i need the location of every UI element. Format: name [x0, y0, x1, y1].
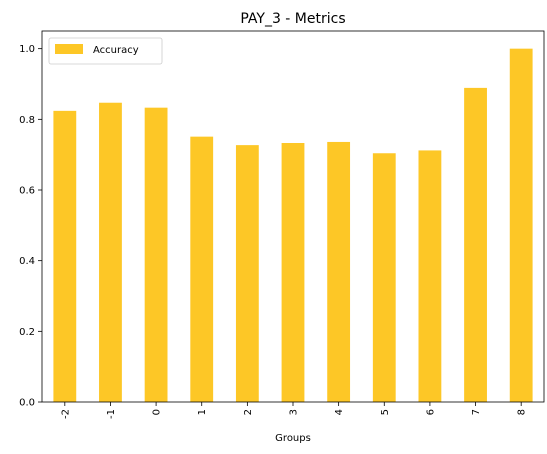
- bar--2: [53, 110, 77, 402]
- bar-6: [418, 150, 442, 402]
- y-tick-label: 1.0: [19, 44, 35, 55]
- x-tick-label: -2: [60, 409, 71, 419]
- legend: Accuracy: [48, 37, 163, 65]
- chart-title: PAY_3 - Metrics: [240, 11, 345, 27]
- y-tick-label: 0.6: [19, 186, 35, 197]
- bar-8: [509, 48, 533, 403]
- x-tick-label: 2: [243, 409, 254, 415]
- bar-group: [53, 48, 533, 403]
- x-tick-label: 4: [334, 409, 345, 415]
- legend-swatch-accuracy: [55, 44, 83, 54]
- y-tick-label: 0.4: [19, 256, 35, 267]
- bar-2: [235, 145, 259, 403]
- x-axis-label: Groups: [275, 433, 311, 444]
- x-tick-label: -1: [106, 409, 117, 419]
- plot-area: 0.0 0.2 0.4 0.6 0.8 1.0 -2 -1 0 1 2 3 4 5 6 7 8: [19, 30, 545, 419]
- x-tick-label: 5: [380, 409, 391, 415]
- bar-4: [327, 141, 351, 403]
- bar-5: [372, 153, 396, 402]
- bar--1: [99, 102, 122, 402]
- x-tick-label: 7: [471, 409, 482, 415]
- x-tick-label: 1: [197, 409, 208, 415]
- y-tick-label: 0.0: [19, 398, 35, 409]
- y-tick-label: 0.2: [19, 327, 35, 338]
- x-tick-label: 0: [152, 409, 163, 415]
- legend-label-accuracy: Accuracy: [93, 45, 139, 56]
- x-axis: -2 -1 0 1 2 3 4 5 6 7 8: [60, 402, 528, 419]
- x-tick-label: 8: [517, 409, 528, 415]
- y-tick-label: 0.8: [19, 115, 35, 126]
- bar-1: [190, 136, 214, 402]
- x-tick-label: 3: [289, 409, 300, 415]
- bar-0: [144, 107, 168, 402]
- y-axis: 0.0 0.2 0.4 0.6 0.8 1.0: [19, 44, 42, 409]
- bar-3: [281, 143, 305, 403]
- x-tick-label: 6: [425, 409, 436, 415]
- bar-7: [464, 87, 487, 403]
